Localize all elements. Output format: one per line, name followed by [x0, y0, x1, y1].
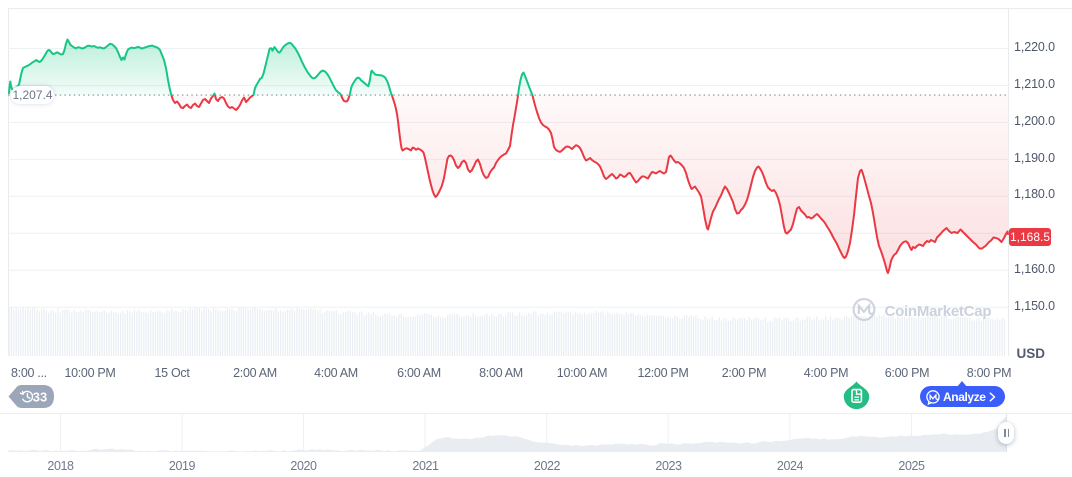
svg-text:33: 33 — [33, 389, 47, 404]
svg-text:CoinMarketCap: CoinMarketCap — [885, 303, 992, 320]
